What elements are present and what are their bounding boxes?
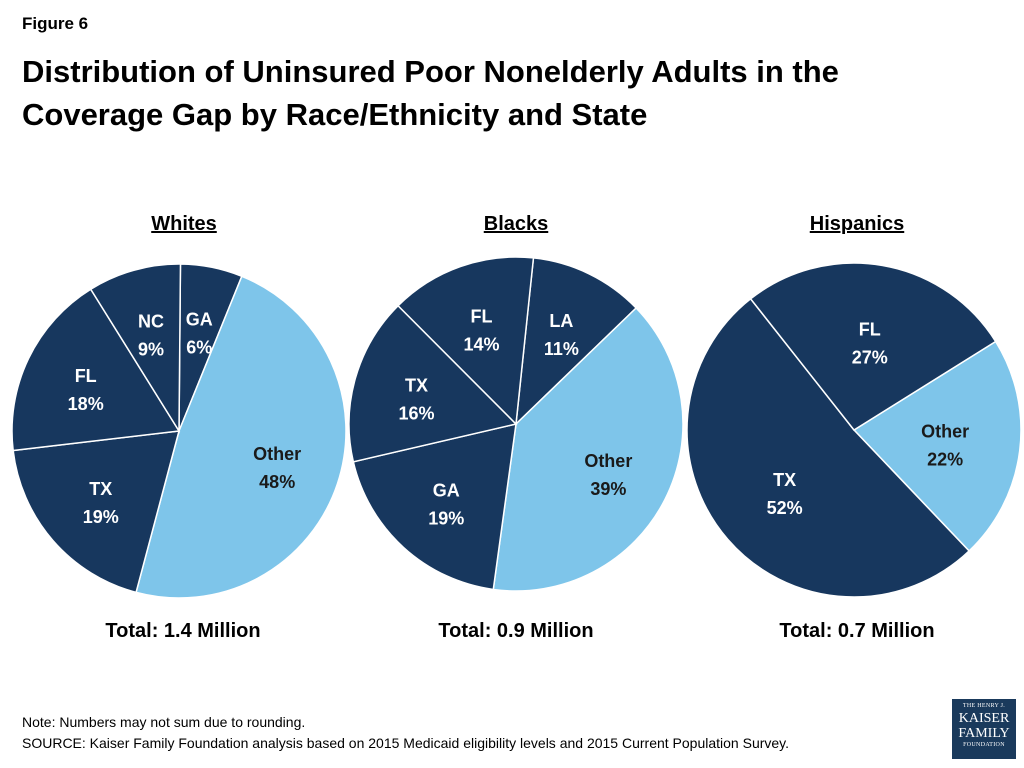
pie-chart-hispanics: Other 22% TX 52% FL 27%	[686, 262, 1022, 598]
slice-value-tx: 16%	[398, 403, 434, 423]
slice-value-fl: 27%	[852, 348, 888, 368]
figure-label: Figure 6	[22, 14, 89, 33]
slice-value-nc: 9%	[138, 339, 164, 359]
page-title: Distribution of Uninsured Poor Nonelderl…	[22, 50, 922, 136]
slice-label-tx: TX	[773, 470, 796, 490]
pie-title-blacks: Blacks	[483, 213, 549, 235]
slice-label-ga: GA	[433, 481, 460, 501]
slice-label-fl: FL	[75, 366, 97, 386]
slice-value-fl: 18%	[68, 394, 104, 414]
slice-label-other: Other	[584, 451, 632, 471]
slice-value-tx: 52%	[767, 498, 803, 518]
pie-slice-fl	[11, 288, 181, 452]
pie-slice-la	[515, 257, 638, 426]
slice-label-other: Other	[921, 422, 969, 442]
title-line-2: Coverage Gap by Race/Ethnicity and State	[22, 97, 648, 132]
slice-label-fl: FL	[859, 320, 881, 340]
pie-slice-tx	[348, 304, 518, 463]
kff-logo: THE HENRY J. KAISER FAMILY FOUNDATION	[952, 699, 1016, 759]
pie-chart-blacks: LA 11% Other 39% GA 19% TX 16% FL 14%	[348, 256, 684, 592]
slice-value-ga: 19%	[428, 509, 464, 529]
pie-title-whites: Whites	[151, 213, 217, 235]
title-line-1: Distribution of Uninsured Poor Nonelderl…	[22, 54, 839, 89]
source-text: SOURCE: Kaiser Family Foundation analysi…	[22, 735, 790, 751]
pie-slice-nc	[89, 263, 182, 434]
slice-label-ga: GA	[186, 309, 213, 329]
pie-slice-ga	[352, 423, 517, 591]
slice-value-fl: 14%	[463, 334, 499, 354]
pie-slice-fl	[749, 262, 997, 431]
pie-slice-tx	[12, 430, 181, 594]
pie-total-blacks: Total: 0.9 Million	[438, 620, 594, 642]
pie-slice-other	[135, 275, 347, 599]
pie-total-whites: Total: 1.4 Million	[105, 620, 261, 642]
slice-value-other: 48%	[259, 472, 295, 492]
slice-label-other: Other	[253, 444, 301, 464]
pie-slice-other	[852, 340, 1022, 553]
slice-value-tx: 19%	[83, 507, 119, 527]
slice-label-nc: NC	[138, 311, 164, 331]
slice-value-la: 11%	[544, 339, 579, 359]
slice-value-ga: 6%	[186, 337, 212, 357]
pie-slice-fl	[397, 256, 535, 426]
slice-label-tx: TX	[405, 375, 428, 395]
pie-title-hispanics: Hispanics	[809, 213, 905, 235]
slice-value-other: 39%	[590, 479, 626, 499]
pie-slice-tx	[686, 297, 971, 598]
slice-label-tx: TX	[89, 479, 112, 499]
slice-label-la: LA	[549, 311, 573, 331]
slice-value-other: 22%	[927, 450, 963, 470]
slice-label-fl: FL	[471, 306, 493, 326]
pie-chart-whites: GA 6% Other 48% TX 19% FL 18% NC 9%	[11, 263, 347, 599]
pie-total-hispanics: Total: 0.7 Million	[779, 620, 935, 642]
note-text: Note: Numbers may not sum due to roundin…	[22, 714, 306, 730]
pie-slice-other	[492, 306, 684, 592]
